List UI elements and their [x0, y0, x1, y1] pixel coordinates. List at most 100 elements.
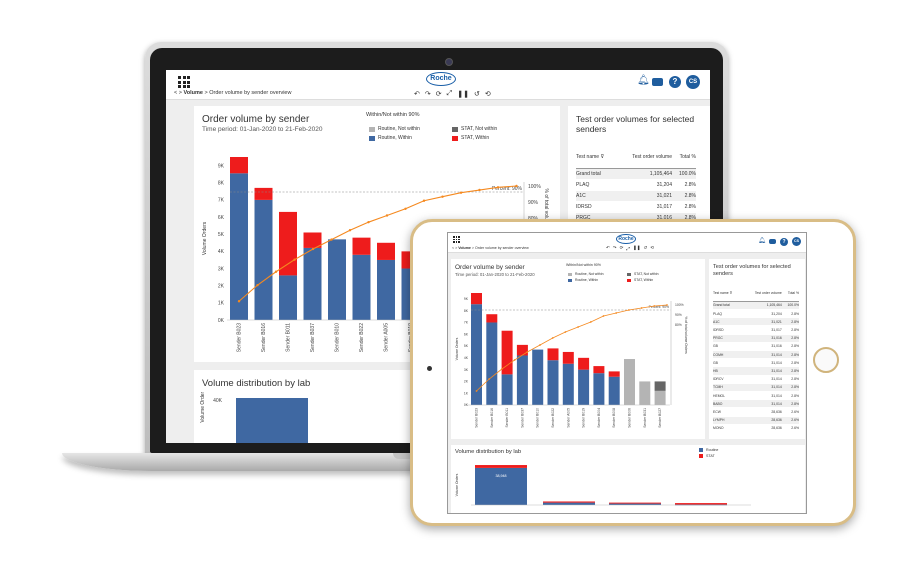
reset-icon[interactable]: ↺ [643, 245, 648, 250]
cumulative-point [602, 315, 605, 317]
toolbar: ↶ ↷ ⟳ ⤢ ❚❚ ↺ ⟲ [414, 90, 491, 98]
table-row[interactable]: IDRCV 31,014 2.8% [713, 375, 799, 384]
y-tick-label: 2K [464, 380, 469, 384]
legend-routine-within[interactable]: Routine, Within [369, 135, 412, 141]
bar-segment [639, 381, 651, 405]
y-axis-title: Volume Orders [455, 337, 459, 360]
header-order-volume[interactable]: Test order volume [615, 146, 672, 169]
history-icon[interactable]: ⟲ [650, 245, 655, 250]
table-row[interactable]: PLAQ 31,204 2.8% [576, 179, 696, 191]
back-arrow-icon[interactable]: < > [452, 246, 459, 250]
expand-icon[interactable]: ⤢ [626, 245, 630, 251]
bar-segment [303, 247, 322, 320]
chat-icon[interactable] [652, 78, 663, 86]
table-row[interactable]: IDRSD 31,017 2.8% [713, 325, 799, 335]
cell-total-percent: 2.8% [781, 358, 799, 368]
table-row[interactable]: HB 31,014 2.8% [713, 366, 799, 376]
legend-routine[interactable]: Routine [699, 448, 718, 452]
cell-total-percent: 100.0% [781, 301, 799, 311]
pause-icon[interactable]: ❚❚ [632, 245, 641, 250]
cell-order-volume: 31,014 [741, 366, 782, 376]
refresh-icon[interactable]: ⟳ [619, 245, 624, 250]
app-menu-icon[interactable] [453, 236, 460, 243]
undo-icon[interactable]: ↶ [414, 91, 420, 98]
table-row[interactable]: PRGC 31,016 2.8% [576, 212, 696, 224]
legend-routine-not-within[interactable]: Routine, Not within [568, 272, 603, 276]
legend-swatch [627, 278, 631, 282]
redo-icon[interactable]: ↷ [424, 91, 431, 98]
lab-bar-segment [609, 502, 661, 504]
breadcrumb-page: Order volume by sender overview [209, 90, 292, 96]
table-row[interactable]: GB 31,014 2.8% [713, 358, 799, 368]
y2-axis-title: % of total volume Orders [684, 316, 688, 354]
table-row[interactable]: HEMOL 31,014 2.8% [713, 391, 799, 401]
redo-icon[interactable]: ↷ [612, 245, 617, 250]
chat-icon[interactable] [769, 239, 776, 244]
tablet-camera-icon [427, 366, 432, 371]
legend-stat-within[interactable]: STAT, Within [627, 278, 653, 282]
legend-routine-within[interactable]: Routine, Within [568, 278, 598, 282]
table-row[interactable]: LYMPH 28,636 2.6% [713, 416, 799, 425]
legend-stat-not-within[interactable]: STAT, Not within [627, 272, 659, 276]
y-tick-label: 8K [464, 309, 469, 313]
table-header: Test name ⊽ Test order volume Total % [713, 285, 799, 302]
table-row[interactable]: A1C 31,021 2.8% [713, 317, 799, 327]
cell-test-name: GB [713, 358, 742, 368]
header-test-name[interactable]: Test name ⊽ [576, 146, 616, 169]
help-icon[interactable]: ? [669, 76, 681, 88]
legend-stat-within[interactable]: STAT, Within [452, 135, 489, 141]
header-order-volume[interactable]: Test order volume [741, 285, 782, 302]
order-volume-title: Order volume by sender [455, 264, 525, 271]
reset-icon[interactable]: ↺ [473, 91, 480, 98]
bell-icon[interactable]: 🔔︎ [637, 75, 650, 86]
breadcrumb-root[interactable]: Volume [458, 246, 471, 250]
table-row[interactable]: PLAQ 31,204 2.8% [713, 309, 799, 319]
header-total-percent[interactable]: Total % [671, 146, 696, 169]
volume-by-lab-chart: 40K Volume Orders [200, 392, 308, 443]
help-icon[interactable]: ? [780, 238, 788, 246]
y-tick-label: 8K [218, 180, 225, 186]
cell-total-percent: 100.0% [671, 168, 696, 180]
legend-stat[interactable]: STAT [699, 454, 715, 458]
user-avatar[interactable]: CS [686, 75, 700, 89]
refresh-icon[interactable]: ⟳ [435, 91, 442, 98]
table-row[interactable]: PRGC 31,016 2.8% [713, 334, 799, 343]
x-tick-label: Sender B037 [310, 323, 316, 352]
legend-stat-not-within[interactable]: STAT, Not within [452, 126, 497, 132]
cumulative-point [348, 229, 352, 232]
table-row[interactable]: ECW 28,636 2.6% [713, 407, 799, 417]
undo-icon[interactable]: ↶ [606, 245, 610, 250]
table-row[interactable]: IDRSD 31,017 2.8% [576, 201, 696, 213]
header-test-name[interactable]: Test name ⊽ [713, 285, 742, 302]
cumulative-point [577, 326, 579, 328]
bar-segment [303, 232, 322, 248]
legend-swatch [627, 272, 631, 276]
header-total-percent[interactable]: Total % [781, 285, 799, 302]
table-row[interactable]: TCMH 31,014 2.8% [713, 383, 799, 392]
table-row[interactable]: Grand total 1,105,464 100.0% [576, 168, 696, 180]
roche-logo[interactable]: Roche [616, 234, 636, 244]
bar-segment [654, 381, 666, 391]
history-icon[interactable]: ⟲ [484, 91, 491, 98]
y-axis-title: Volume Orders [455, 473, 459, 496]
breadcrumb-root[interactable]: Volume [183, 90, 203, 96]
app-menu-icon[interactable] [178, 76, 190, 88]
bar-segment [654, 390, 666, 405]
legend-routine-not-within[interactable]: Routine, Not within [369, 126, 420, 132]
pause-icon[interactable]: ❚❚ [457, 91, 469, 98]
user-avatar[interactable]: CS [792, 237, 801, 246]
table-row[interactable]: Grand total 1,105,464 100.0% [713, 301, 799, 311]
table-row[interactable]: BABO 31,014 2.8% [713, 399, 799, 409]
back-arrow-icon[interactable]: < > [174, 90, 184, 96]
table-row[interactable]: MONO 28,636 2.6% [713, 424, 799, 433]
table-row[interactable]: A1C 31,021 2.8% [576, 190, 696, 202]
table-row[interactable]: COMH 31,014 2.8% [713, 350, 799, 360]
roche-logo[interactable]: Roche [426, 72, 456, 86]
expand-icon[interactable]: ⤢ [446, 90, 453, 97]
y-tick-label: 1K [464, 391, 469, 395]
bell-icon[interactable]: 🔔︎ [758, 238, 766, 244]
home-button[interactable] [813, 347, 839, 373]
lab-bar-segment [609, 503, 661, 505]
cell-total-percent: 2.8% [781, 375, 799, 384]
